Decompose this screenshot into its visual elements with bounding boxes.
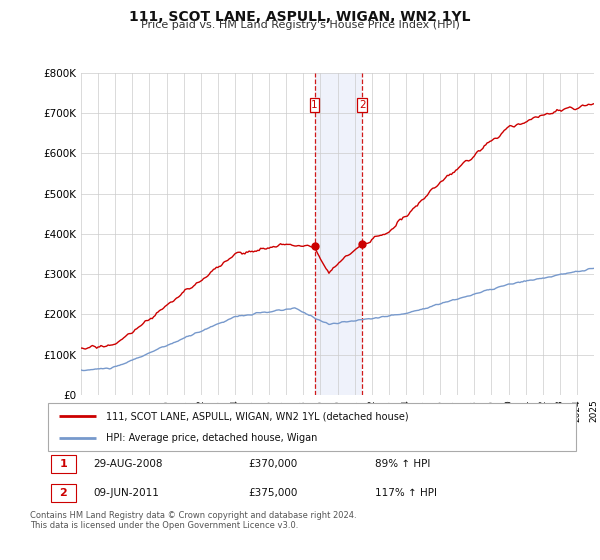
Text: £370,000: £370,000 — [248, 459, 298, 469]
Text: 89% ↑ HPI: 89% ↑ HPI — [376, 459, 431, 469]
Text: 117% ↑ HPI: 117% ↑ HPI — [376, 488, 437, 498]
Text: Contains HM Land Registry data © Crown copyright and database right 2024.
This d: Contains HM Land Registry data © Crown c… — [30, 511, 356, 530]
Text: Price paid vs. HM Land Registry's House Price Index (HPI): Price paid vs. HM Land Registry's House … — [140, 20, 460, 30]
Bar — [50, 455, 76, 473]
Text: 2: 2 — [59, 488, 67, 498]
Text: 1: 1 — [311, 100, 318, 110]
Text: 111, SCOT LANE, ASPULL, WIGAN, WN2 1YL: 111, SCOT LANE, ASPULL, WIGAN, WN2 1YL — [129, 10, 471, 24]
Bar — [314, 73, 362, 395]
Text: 2: 2 — [359, 100, 365, 110]
Bar — [50, 484, 76, 502]
Text: 111, SCOT LANE, ASPULL, WIGAN, WN2 1YL (detached house): 111, SCOT LANE, ASPULL, WIGAN, WN2 1YL (… — [106, 411, 409, 421]
Text: 09-JUN-2011: 09-JUN-2011 — [93, 488, 159, 498]
Text: £375,000: £375,000 — [248, 488, 298, 498]
Text: 29-AUG-2008: 29-AUG-2008 — [93, 459, 163, 469]
Text: HPI: Average price, detached house, Wigan: HPI: Average price, detached house, Wiga… — [106, 433, 317, 443]
Text: 1: 1 — [59, 459, 67, 469]
